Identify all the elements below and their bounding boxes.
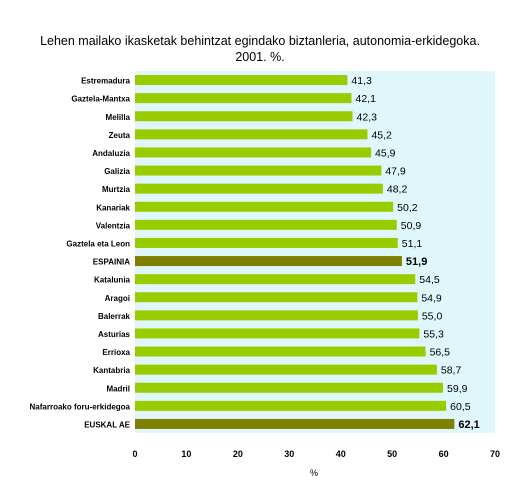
- value-label: 62,1: [458, 419, 479, 431]
- x-tick-label: 40: [336, 449, 346, 459]
- category-label: Galizia: [104, 167, 130, 176]
- value-label: 47,9: [385, 166, 406, 178]
- x-tick-label: 50: [387, 449, 397, 459]
- value-label: 45,9: [375, 147, 396, 159]
- category-label: Nafarroako foru-erkidegoa: [30, 402, 131, 411]
- value-label: 48,2: [387, 184, 408, 196]
- bar: [135, 292, 418, 303]
- bar: [135, 147, 372, 158]
- chart-title: Lehen mailako ikasketak behintzat eginda…: [40, 34, 480, 64]
- x-tick-label: 10: [181, 449, 191, 459]
- value-label: 60,5: [450, 401, 471, 413]
- x-axis-title: %: [310, 468, 318, 478]
- category-label: Madril: [106, 384, 130, 393]
- bar: [135, 328, 420, 339]
- bar: [135, 346, 426, 357]
- x-tick-label: 30: [284, 449, 294, 459]
- bar: [135, 219, 397, 230]
- x-tick-label: 70: [490, 449, 500, 459]
- category-label: Andaluzia: [92, 149, 130, 158]
- bar: [135, 129, 368, 140]
- bar: [135, 165, 382, 176]
- plot-background: [135, 71, 495, 433]
- bar: [135, 418, 455, 429]
- category-label: Katalunia: [94, 276, 131, 285]
- value-label: 54,5: [419, 274, 440, 286]
- category-label: Gaztela eta Leon: [66, 239, 130, 248]
- bar: [135, 93, 352, 104]
- value-label: 58,7: [441, 365, 462, 377]
- category-label: Kanariak: [96, 203, 130, 212]
- category-label: Zeuta: [109, 131, 131, 140]
- x-tick-label: 60: [439, 449, 449, 459]
- category-label: Valentzia: [96, 221, 131, 230]
- value-label: 42,1: [356, 93, 377, 105]
- value-label: 50,9: [401, 220, 422, 232]
- bar: [135, 111, 353, 122]
- bar: [135, 400, 447, 411]
- category-label: Aragoi: [105, 294, 130, 303]
- value-label: 56,5: [430, 347, 451, 359]
- value-label: 55,0: [422, 310, 443, 322]
- category-label: Balerrak: [98, 312, 131, 321]
- bar: [135, 310, 418, 321]
- bars-group: [135, 75, 455, 429]
- plot-area: [135, 71, 495, 433]
- value-labels: 41,3 42,1 42,3 45,2 45,9 47,9 48,2 50,2 50,9 51,1…: [351, 75, 479, 431]
- value-label: 59,9: [447, 383, 468, 395]
- value-label: 51,1: [402, 238, 423, 250]
- bar: [135, 201, 394, 212]
- bar: [135, 237, 398, 248]
- category-label: Errioxa: [102, 348, 130, 357]
- x-tick-label: 0: [132, 449, 137, 459]
- bar: [135, 274, 416, 285]
- value-label: 42,3: [357, 111, 378, 123]
- value-label: 55,3: [423, 328, 444, 340]
- value-label: 50,2: [397, 202, 418, 214]
- value-label: 45,2: [371, 129, 392, 141]
- category-label: Gaztela-Mantxa: [71, 95, 130, 104]
- category-label: Kantabria: [93, 366, 130, 375]
- bar: [135, 183, 383, 194]
- category-label: Murtzia: [102, 185, 131, 194]
- bar: [135, 75, 348, 86]
- value-label: 41,3: [351, 75, 372, 87]
- value-label: 51,9: [406, 256, 427, 268]
- category-label: ESPAINIA: [93, 258, 130, 267]
- bar: [135, 364, 437, 375]
- x-axis: 0 10 20 30 40 50 60 70: [132, 449, 500, 459]
- bar: [135, 382, 444, 393]
- category-label: Melilla: [106, 113, 131, 122]
- category-label: EUSKAL AE: [84, 420, 130, 429]
- value-label: 54,9: [421, 292, 442, 304]
- category-label: Asturias: [98, 330, 131, 339]
- category-label: Estremadura: [81, 77, 130, 86]
- bar: [135, 256, 402, 267]
- category-labels: Estremadura Gaztela-Mantxa Melilla Zeuta And…: [30, 77, 131, 430]
- x-tick-label: 20: [233, 449, 243, 459]
